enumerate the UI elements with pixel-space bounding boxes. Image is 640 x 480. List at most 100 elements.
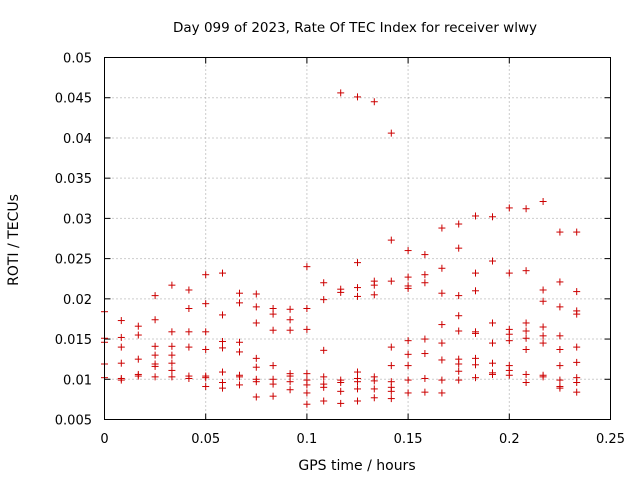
- data-point: [370, 98, 378, 106]
- data-point: [455, 376, 463, 384]
- data-point: [286, 386, 294, 394]
- data-point: [117, 359, 125, 367]
- grid-lines: [104, 57, 611, 420]
- data-point: [354, 93, 361, 101]
- data-point: [556, 332, 564, 340]
- data-point: [556, 384, 564, 392]
- y-tick-label: 0.05: [63, 52, 92, 67]
- data-point: [471, 212, 479, 220]
- data-point: [236, 299, 244, 307]
- data-point: [505, 204, 513, 212]
- data-point: [218, 384, 226, 392]
- data-point: [438, 389, 446, 397]
- data-point: [404, 247, 412, 255]
- data-point: [202, 383, 210, 391]
- data-point: [354, 259, 361, 267]
- data-point: [522, 319, 530, 327]
- data-point: [202, 328, 210, 336]
- data-point: [269, 380, 277, 388]
- data-point: [185, 374, 193, 382]
- data-point: [168, 359, 176, 367]
- data-point: [320, 279, 328, 287]
- data-point: [202, 271, 210, 279]
- data-point: [573, 378, 581, 386]
- data-point: [539, 339, 547, 347]
- y-tick-label: 0.015: [55, 333, 92, 348]
- data-point: [404, 362, 412, 370]
- data-point: [337, 378, 345, 386]
- data-point: [354, 378, 361, 386]
- data-point: [455, 367, 463, 375]
- data-point: [522, 346, 530, 354]
- data-point: [202, 300, 210, 308]
- data-point: [168, 342, 176, 350]
- data-point: [489, 257, 497, 265]
- data-point: [421, 388, 429, 396]
- data-point: [320, 383, 328, 391]
- data-point: [303, 381, 311, 389]
- data-point: [404, 389, 412, 397]
- data-point: [573, 343, 581, 351]
- x-tick-label: 0.2: [499, 432, 520, 447]
- data-point: [556, 376, 564, 384]
- x-tick-label: 0.25: [596, 432, 625, 447]
- data-point: [455, 312, 463, 320]
- y-tick-label: 0.045: [55, 92, 92, 107]
- data-point: [202, 374, 210, 382]
- data-point: [236, 338, 244, 346]
- data-point: [489, 370, 497, 378]
- data-point: [387, 129, 395, 137]
- data-point: [337, 387, 345, 395]
- data-point: [269, 326, 277, 334]
- x-tick-label: 0.1: [297, 432, 318, 447]
- data-point: [236, 348, 244, 356]
- data-point: [134, 331, 142, 339]
- data-point: [505, 371, 513, 379]
- data-point: [556, 303, 564, 311]
- data-point: [320, 373, 328, 381]
- data-point: [303, 389, 311, 397]
- data-point: [236, 373, 244, 381]
- data-point: [168, 366, 176, 374]
- data-point: [438, 224, 446, 232]
- data-point: [286, 326, 294, 334]
- data-point: [387, 277, 395, 285]
- data-point: [286, 378, 294, 386]
- data-point: [455, 360, 463, 368]
- x-tick-label: 0: [100, 432, 108, 447]
- data-point: [218, 368, 226, 376]
- data-point: [455, 327, 463, 335]
- data-point: [185, 343, 193, 351]
- data-point: [438, 321, 446, 329]
- data-point: [471, 361, 479, 369]
- data-point: [505, 330, 513, 338]
- data-point: [438, 289, 446, 297]
- y-tick-labels: 0.005 0.01 0.015 0.02 0.025 0.03 0.035 0.04 0.04…: [55, 52, 92, 429]
- data-point: [522, 205, 530, 213]
- data-point: [252, 354, 260, 362]
- data-point: [252, 363, 260, 371]
- data-point: [354, 397, 361, 405]
- data-point: [556, 362, 564, 370]
- y-tick-label: 0.005: [55, 414, 92, 429]
- data-point: [117, 376, 125, 384]
- data-point: [387, 362, 395, 370]
- data-point: [404, 284, 412, 292]
- data-point: [539, 373, 547, 381]
- data-point: [134, 372, 142, 380]
- data-point: [489, 319, 497, 327]
- data-point: [404, 337, 412, 345]
- data-point: [117, 333, 125, 341]
- data-point: [370, 281, 378, 289]
- data-point: [438, 376, 446, 384]
- x-tick-labels: 0 0.05 0.1 0.15 0.2 0.25: [100, 432, 625, 447]
- data-point: [168, 281, 176, 289]
- data-points: [101, 89, 581, 408]
- data-point: [573, 288, 581, 296]
- data-point: [303, 263, 311, 271]
- data-point: [185, 286, 193, 294]
- data-point: [421, 335, 429, 343]
- data-point: [370, 291, 378, 299]
- y-tick-label: 0.035: [55, 172, 92, 187]
